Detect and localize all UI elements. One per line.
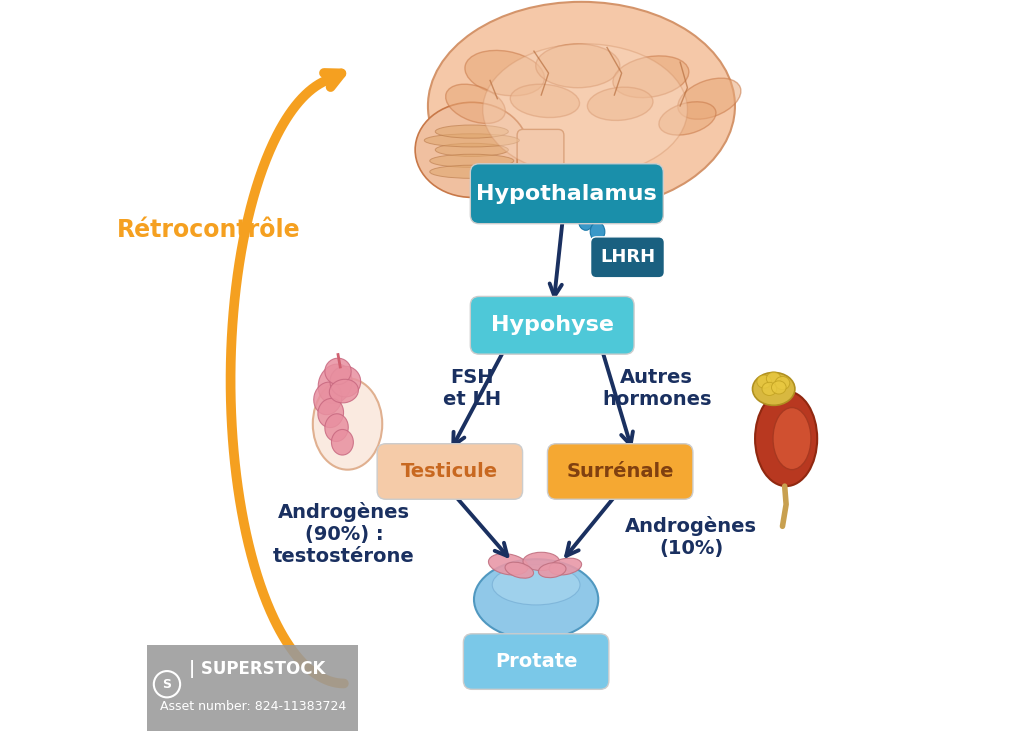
Ellipse shape — [771, 381, 786, 394]
FancyBboxPatch shape — [591, 237, 665, 278]
Ellipse shape — [312, 379, 382, 470]
FancyBboxPatch shape — [470, 297, 634, 354]
Ellipse shape — [590, 222, 605, 241]
Ellipse shape — [588, 87, 653, 121]
Text: Autres
hormones: Autres hormones — [602, 368, 712, 409]
Ellipse shape — [317, 398, 344, 428]
Ellipse shape — [325, 358, 351, 385]
Ellipse shape — [325, 414, 348, 442]
Ellipse shape — [428, 1, 735, 211]
FancyBboxPatch shape — [517, 129, 564, 211]
Ellipse shape — [549, 558, 582, 575]
Text: Testicule: Testicule — [401, 462, 499, 481]
Ellipse shape — [415, 102, 528, 197]
Text: Androgènes
(10%): Androgènes (10%) — [625, 516, 757, 558]
Text: FSH
et LH: FSH et LH — [442, 368, 501, 409]
Ellipse shape — [318, 364, 352, 404]
Ellipse shape — [766, 372, 781, 385]
Ellipse shape — [435, 125, 508, 138]
FancyBboxPatch shape — [377, 444, 522, 499]
Ellipse shape — [762, 382, 776, 395]
Bar — [146, 645, 358, 731]
Text: Rétrocontrôle: Rétrocontrôle — [117, 219, 300, 242]
Text: Hypohyse: Hypohyse — [490, 315, 613, 336]
Ellipse shape — [505, 562, 534, 578]
Ellipse shape — [330, 379, 358, 403]
Ellipse shape — [678, 78, 741, 119]
FancyBboxPatch shape — [470, 164, 664, 224]
Ellipse shape — [753, 373, 795, 405]
Ellipse shape — [755, 391, 817, 486]
Ellipse shape — [313, 382, 342, 414]
Ellipse shape — [482, 44, 687, 175]
Ellipse shape — [523, 553, 559, 570]
Ellipse shape — [430, 165, 514, 178]
Ellipse shape — [465, 50, 545, 96]
Ellipse shape — [536, 44, 620, 88]
Ellipse shape — [613, 56, 689, 98]
Ellipse shape — [773, 407, 811, 469]
Text: Asset number: 824-11383724: Asset number: 824-11383724 — [160, 700, 346, 713]
Ellipse shape — [579, 211, 593, 230]
Text: S: S — [163, 678, 171, 691]
Ellipse shape — [488, 553, 528, 575]
Ellipse shape — [539, 563, 566, 577]
Ellipse shape — [474, 559, 598, 640]
Ellipse shape — [757, 375, 771, 388]
Ellipse shape — [330, 366, 360, 397]
Text: | SUPERSTOCK: | SUPERSTOCK — [188, 660, 326, 678]
Ellipse shape — [424, 134, 519, 147]
Text: Protate: Protate — [495, 652, 578, 671]
FancyBboxPatch shape — [464, 634, 609, 689]
Ellipse shape — [493, 564, 580, 605]
Ellipse shape — [658, 102, 716, 135]
Ellipse shape — [775, 376, 790, 390]
Text: Androgènes
(90%) :
testostérone: Androgènes (90%) : testostérone — [273, 501, 415, 566]
Ellipse shape — [445, 84, 505, 124]
Ellipse shape — [430, 154, 514, 167]
Ellipse shape — [510, 84, 580, 118]
Text: LHRH: LHRH — [600, 249, 655, 266]
Ellipse shape — [332, 429, 353, 455]
Ellipse shape — [435, 143, 508, 156]
Text: Surrénale: Surrénale — [566, 462, 674, 481]
Text: Hypothalamus: Hypothalamus — [476, 183, 657, 204]
FancyBboxPatch shape — [548, 444, 693, 499]
